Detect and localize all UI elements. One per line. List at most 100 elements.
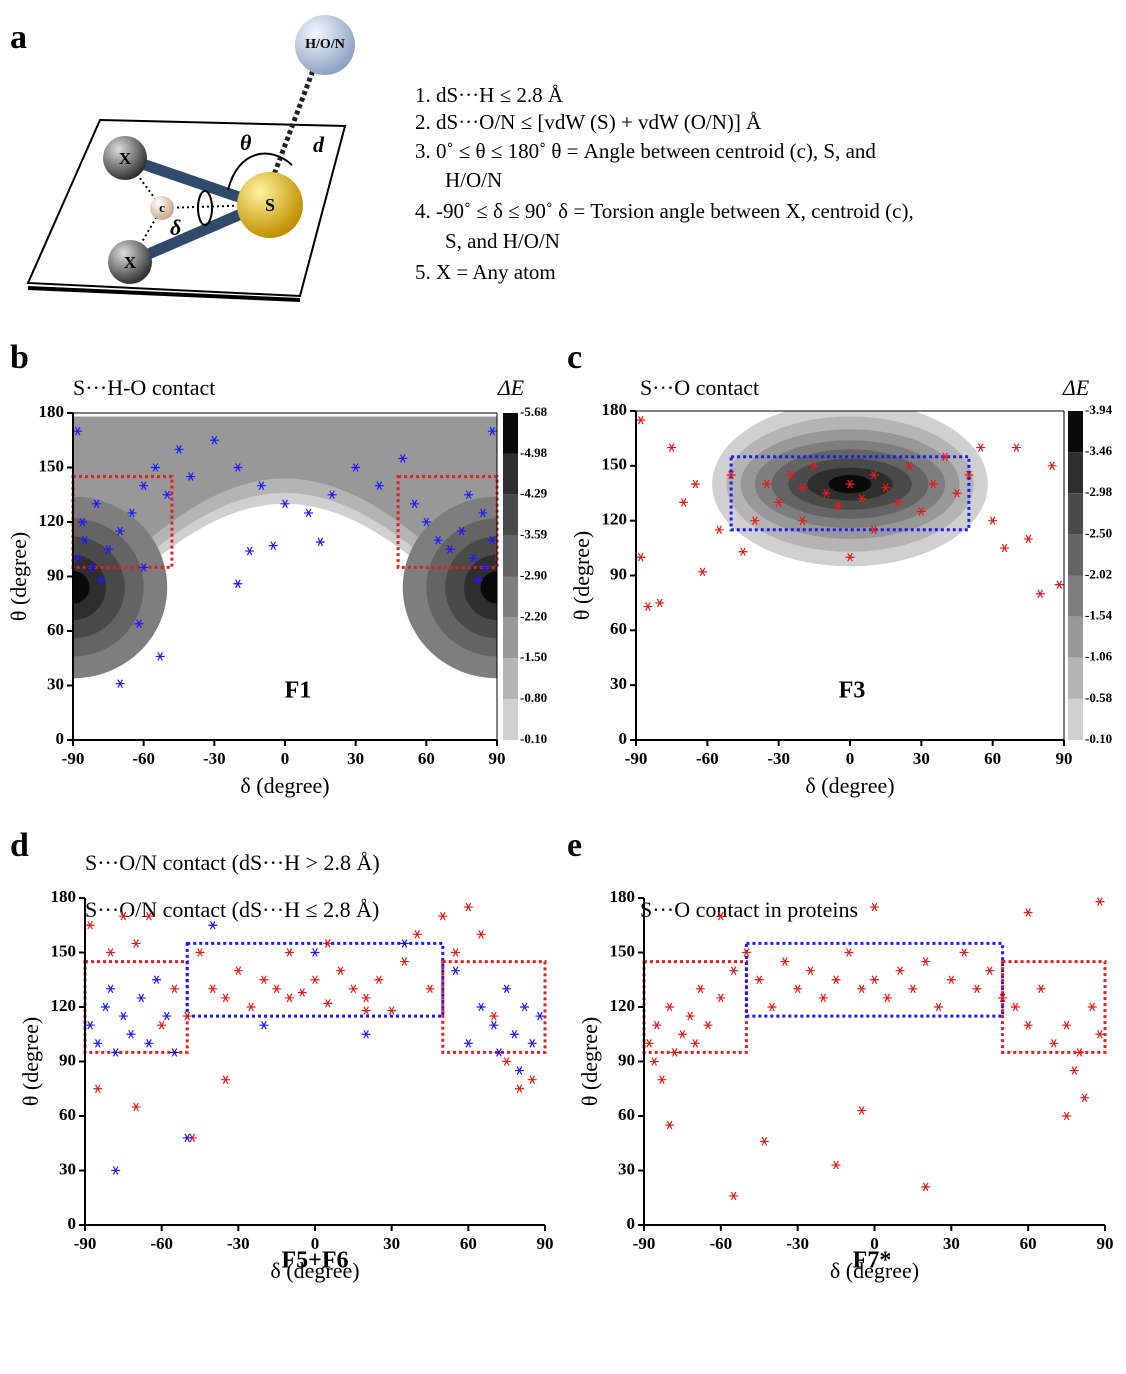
panel-letter: c — [567, 339, 582, 376]
point — [157, 1020, 167, 1030]
y-tick-label: 150 — [610, 941, 636, 960]
point — [821, 488, 831, 498]
point — [315, 537, 325, 547]
point — [169, 1048, 179, 1057]
x-tick-label: 60 — [984, 749, 1001, 768]
y-tick-label: 30 — [47, 674, 64, 693]
point — [131, 939, 141, 948]
atom-label: c — [159, 200, 165, 215]
point — [93, 1084, 103, 1094]
annotation: F7* — [853, 1248, 892, 1274]
point — [464, 490, 474, 500]
point — [412, 930, 422, 939]
colorbar-label: -0.58 — [1085, 690, 1113, 705]
y-axis-label: θ (degree) — [6, 532, 31, 621]
point — [972, 984, 982, 994]
colorbar-label: -4.98 — [520, 445, 548, 460]
contour — [73, 571, 90, 604]
colorbar-label: -2.98 — [1085, 484, 1113, 499]
x-tick-label: 30 — [383, 1234, 400, 1253]
criterion: 5. X = Any atom — [415, 260, 556, 284]
point — [162, 1011, 172, 1021]
point — [106, 948, 116, 957]
point — [323, 939, 333, 948]
point — [750, 516, 760, 525]
point — [103, 544, 113, 554]
point — [487, 426, 497, 436]
point — [729, 1191, 739, 1201]
point — [111, 1166, 121, 1175]
x-tick-label: -60 — [132, 749, 155, 768]
panel: d S···O/N contact (dS···H > 2.8 Å) S···O/N… — [10, 827, 554, 1283]
point — [92, 499, 102, 509]
point — [106, 984, 116, 994]
region-box — [83, 960, 189, 1054]
point — [399, 939, 409, 948]
point — [118, 911, 128, 921]
point — [73, 426, 83, 436]
y-tick-label: 150 — [602, 455, 628, 474]
point — [502, 984, 512, 994]
region-box — [642, 960, 748, 1054]
point — [425, 984, 435, 994]
y-tick-label: 0 — [56, 729, 65, 748]
x-tick-label: 90 — [1097, 1234, 1114, 1253]
annotation: F5+F6 — [282, 1248, 349, 1274]
point — [134, 619, 144, 629]
x-tick-label: -30 — [227, 1234, 250, 1253]
colorbar-label: -4.29 — [520, 486, 548, 501]
colorbar-segment — [503, 494, 518, 536]
point — [509, 1029, 519, 1039]
point — [670, 1048, 680, 1057]
point — [869, 470, 879, 480]
point — [144, 1039, 154, 1048]
atom-label: H/O/N — [305, 37, 345, 52]
point — [845, 479, 855, 489]
point — [514, 1084, 524, 1094]
colorbar-label: -1.06 — [1085, 649, 1113, 664]
point — [115, 526, 125, 536]
annotation: F1 — [285, 678, 312, 704]
point — [1062, 1020, 1072, 1030]
point — [738, 547, 748, 557]
x-tick-label: -30 — [203, 749, 226, 768]
x-tick-label: -90 — [625, 749, 648, 768]
point — [946, 975, 956, 985]
point — [520, 1002, 530, 1012]
point — [870, 975, 879, 985]
point — [272, 984, 282, 994]
point — [127, 508, 137, 518]
x-tick-label: 0 — [281, 749, 290, 768]
point — [398, 454, 408, 463]
point — [155, 652, 165, 661]
colorbar-label: -3.59 — [520, 527, 548, 542]
x-axis-label: δ (degree) — [270, 1258, 359, 1283]
point — [833, 501, 843, 511]
point — [304, 508, 314, 518]
point — [527, 1039, 537, 1048]
y-tick-label: 180 — [602, 400, 628, 419]
y-tick-label: 120 — [51, 996, 77, 1015]
panel-letter: d — [10, 827, 29, 864]
panel-title: S···O contact — [640, 375, 759, 400]
x-tick-label: 0 — [846, 749, 855, 768]
point — [726, 470, 736, 480]
point — [964, 470, 974, 480]
point — [284, 993, 294, 1003]
region-box — [185, 941, 445, 1018]
point — [221, 1075, 231, 1084]
y-tick-label: 90 — [618, 1050, 635, 1069]
point — [809, 461, 819, 471]
y-axis-label: θ (degree) — [577, 1017, 602, 1106]
colorbar-segment — [1068, 616, 1083, 658]
y-tick-label: 150 — [51, 941, 77, 960]
atom — [295, 15, 355, 75]
legend-entry: S···O/N contact (dS···H > 2.8 Å) — [85, 850, 380, 875]
point — [934, 1002, 944, 1012]
point — [476, 1002, 486, 1012]
point — [310, 948, 320, 957]
point — [904, 461, 914, 471]
point — [494, 1048, 504, 1057]
point — [636, 552, 646, 562]
point — [351, 463, 361, 472]
